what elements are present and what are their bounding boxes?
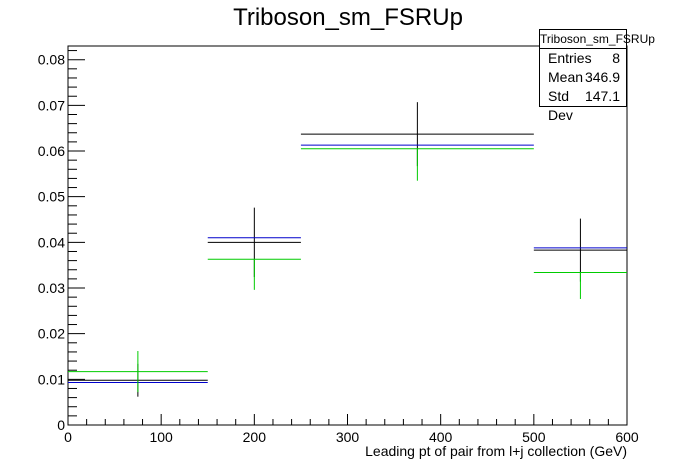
y-tick-label: 0.08 — [38, 52, 65, 68]
x-axis-label: Leading pt of pair from l+j collection (… — [365, 443, 627, 459]
stats-box-title: Triboson_sm_FSRUp — [540, 30, 655, 49]
x-tick-label: 200 — [243, 429, 267, 445]
y-tick-label: 0.01 — [38, 371, 65, 387]
y-tick-label: 0.04 — [38, 234, 65, 250]
x-tick-label: 500 — [522, 429, 546, 445]
stats-value: 346.9 — [584, 69, 620, 85]
y-tick-label: 0.05 — [38, 189, 65, 205]
stats-row-stddev: Std Dev 147.1 — [540, 87, 626, 123]
x-tick-label: 600 — [615, 429, 639, 445]
y-tick-label: 0.06 — [38, 143, 65, 159]
stats-box: Triboson_sm_FSRUp Entries 8 Mean 346.9 S… — [539, 29, 655, 123]
y-tick-label: 0 — [57, 417, 65, 433]
stats-label: Entries — [548, 50, 592, 66]
stats-value: 147.1 — [584, 88, 620, 104]
stats-label: Std Dev — [548, 88, 573, 123]
x-tick-label: 0 — [64, 429, 72, 445]
x-tick-label: 100 — [149, 429, 173, 445]
x-tick-label: 400 — [429, 429, 453, 445]
y-tick-label: 0.03 — [38, 280, 65, 296]
chart-title: Triboson_sm_FSRUp — [233, 4, 463, 31]
y-tick-label: 0.07 — [38, 97, 65, 113]
stats-row-mean: Mean 346.9 — [540, 68, 626, 87]
stats-label: Mean — [548, 69, 584, 85]
y-tick-label: 0.02 — [38, 326, 65, 342]
x-tick-label: 300 — [336, 429, 360, 445]
stats-row-entries: Entries 8 — [540, 49, 626, 68]
stats-value: 8 — [612, 50, 620, 66]
